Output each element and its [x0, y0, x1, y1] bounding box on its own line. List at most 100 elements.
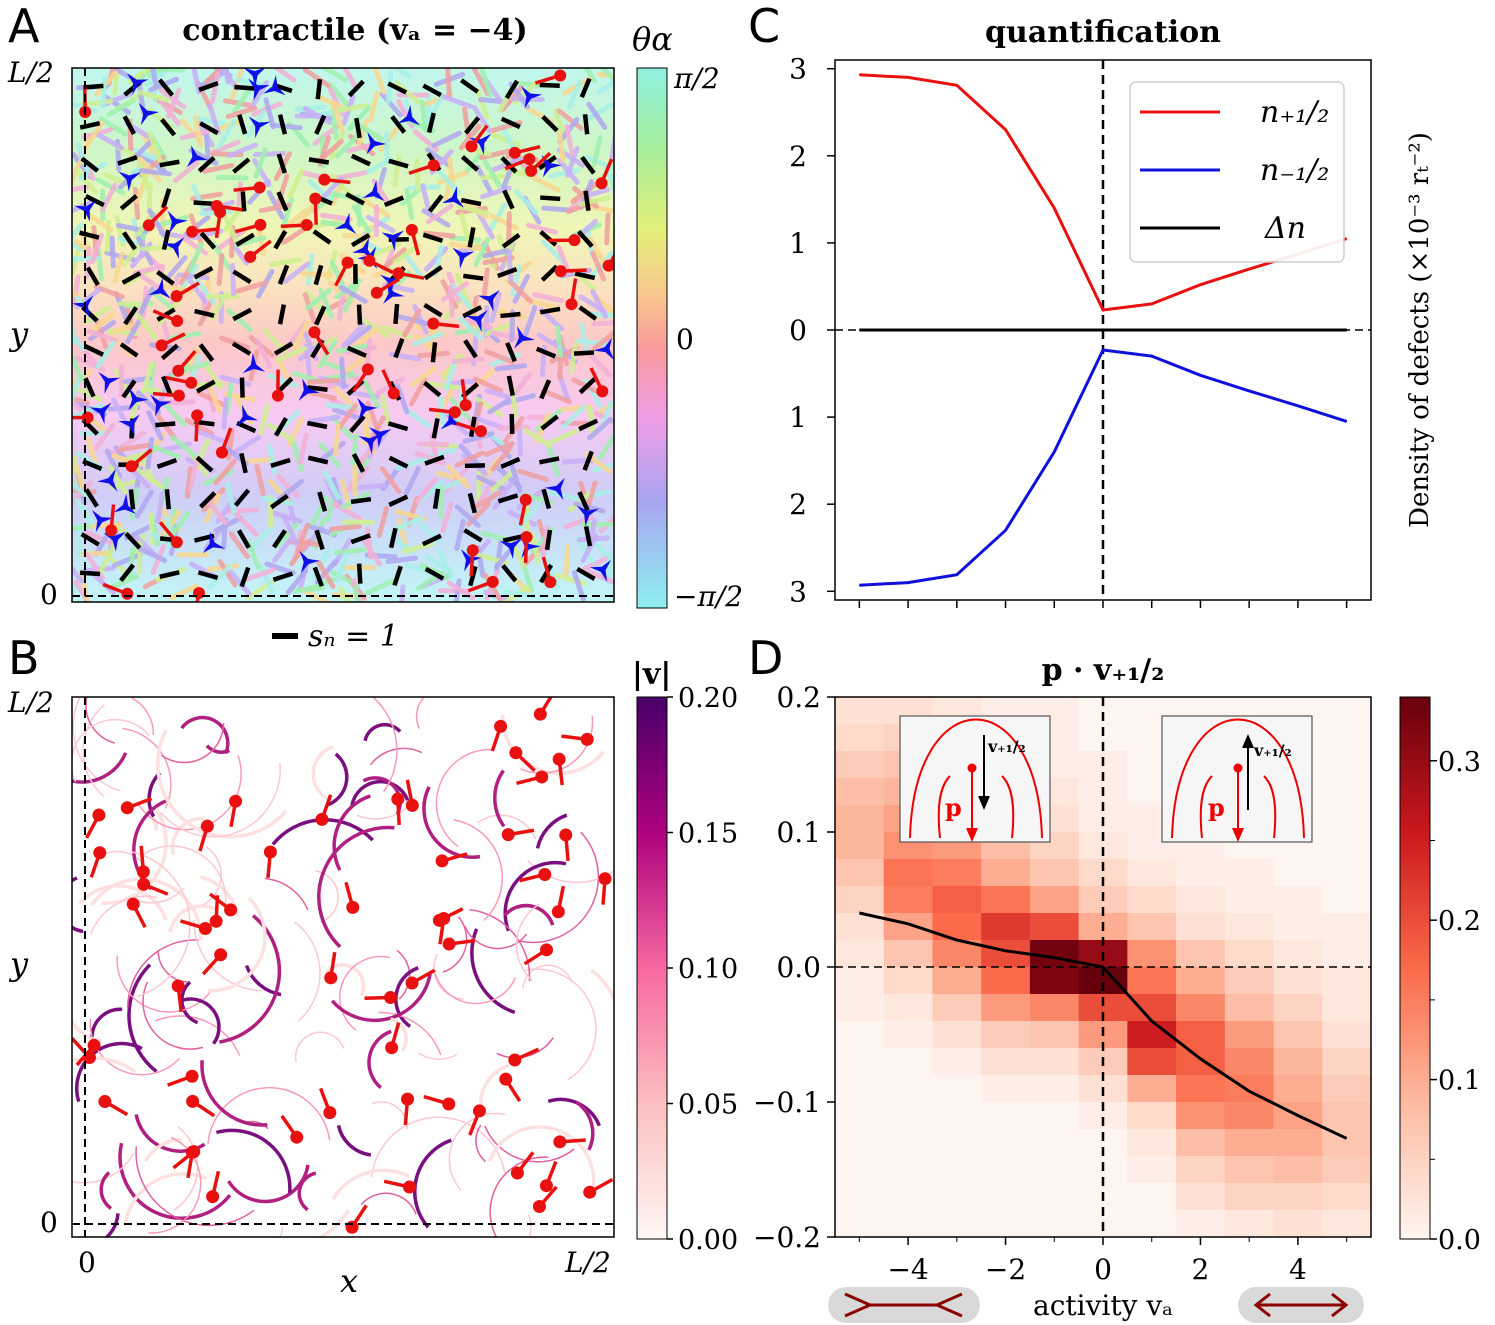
panel-d: D p · v₊₁/₂ 0.2 0.1 0.0 −0.1 −0.2 −4 −2 0 2 4 p v…	[748, 631, 1481, 1323]
director-bar	[236, 529, 251, 549]
data-point	[1151, 303, 1153, 305]
director-bar	[272, 571, 294, 582]
director-stroke	[381, 247, 407, 272]
heatmap-cell	[1029, 1021, 1080, 1049]
heatmap-cell	[1322, 994, 1372, 1022]
plus-half-defect	[209, 914, 223, 928]
director-stroke	[225, 481, 237, 514]
data-point	[1346, 238, 1348, 240]
director-stroke	[568, 341, 579, 375]
streamline	[89, 1018, 181, 1076]
heatmap-cell	[835, 1021, 885, 1049]
data-point	[1151, 355, 1153, 357]
director-stroke	[219, 374, 252, 387]
heatmap-cell	[932, 886, 982, 914]
plus-half-defect	[474, 425, 487, 438]
heatmap-cell	[981, 1048, 1031, 1076]
plus-half-defect	[494, 719, 508, 733]
colorbar-heatmap	[1399, 696, 1431, 1240]
inset-right-v: v₊₁/₂	[1253, 741, 1292, 760]
plus-half-defect	[525, 164, 538, 177]
director-stroke	[86, 328, 118, 343]
director-bar	[269, 493, 289, 510]
heatmap-cell	[883, 1075, 933, 1103]
plus-half-defect	[290, 1130, 304, 1144]
director-stroke	[226, 142, 258, 159]
director-bar	[422, 83, 442, 98]
heatmap-cell	[1273, 1156, 1323, 1184]
minus-half-defect	[369, 427, 392, 448]
plus-half-defect	[155, 339, 168, 352]
heatmap-cell	[932, 1048, 982, 1076]
director-bar	[501, 232, 521, 249]
director-stroke	[275, 521, 299, 549]
director-stroke	[512, 273, 531, 304]
director-stroke	[604, 212, 611, 246]
director-stroke	[520, 561, 535, 594]
heatmap-cell	[1176, 940, 1226, 968]
director-stroke	[462, 431, 495, 444]
streamline	[72, 697, 121, 792]
plus-half-defect	[435, 854, 449, 868]
director-stroke	[282, 261, 311, 284]
heatmap-cell	[883, 1048, 933, 1076]
director-bar	[119, 194, 138, 211]
inset-extensile: p v₊₁/₂	[1161, 715, 1313, 843]
colorbar-theta-tick-top: π/2	[673, 62, 720, 95]
minus-half-defect	[352, 237, 374, 260]
streamline	[264, 877, 309, 911]
plus-half-defect	[300, 218, 313, 231]
heatmap-cell	[1322, 886, 1372, 914]
heatmap-cell	[932, 1102, 982, 1130]
plus-half-defect	[323, 1106, 337, 1120]
director-stroke	[72, 557, 85, 584]
director-stroke	[234, 511, 259, 537]
heatmap-cell	[835, 1102, 885, 1130]
director-stroke	[282, 515, 300, 546]
director-bar	[422, 232, 444, 243]
director-bar	[312, 229, 332, 245]
director-stroke	[164, 255, 188, 282]
director-stroke	[228, 531, 250, 560]
director-stroke	[225, 105, 258, 120]
plus-half-defect	[92, 808, 106, 822]
director-stroke	[447, 284, 455, 318]
plus-half-defect	[120, 801, 134, 815]
streamline	[99, 1171, 113, 1210]
director-stroke	[341, 322, 366, 349]
director-stroke	[581, 554, 613, 572]
plus-half-defect	[472, 1104, 486, 1118]
heatmap-cell	[835, 1129, 885, 1157]
director-stroke	[332, 502, 362, 522]
plus-half-defect	[499, 1072, 513, 1086]
streamline	[215, 1128, 292, 1194]
director-stroke	[302, 106, 333, 125]
panel-b-letter: B	[8, 631, 40, 685]
minus-half-defect	[138, 102, 160, 126]
minus-half-defect	[167, 210, 188, 234]
director-stroke	[541, 388, 572, 405]
data-point	[956, 84, 958, 86]
heatmap-cell	[835, 1156, 885, 1184]
director-stroke	[196, 390, 227, 408]
director-stroke	[522, 427, 552, 448]
director-stroke	[339, 68, 358, 89]
director-stroke	[484, 440, 515, 457]
plus-half-defect	[508, 1053, 522, 1067]
plus-half-defect	[459, 399, 472, 412]
heatmap-cell	[835, 805, 885, 833]
heatmap-cell	[932, 1210, 982, 1238]
director-bar	[161, 375, 173, 396]
director-stroke	[146, 181, 153, 215]
director-bar	[578, 377, 597, 395]
director-stroke	[106, 98, 136, 118]
director-stroke	[104, 448, 123, 479]
director-bar	[460, 78, 479, 94]
director-bar	[388, 158, 409, 169]
panel-c-legend: n₊₁/₂ n₋₁/₂ Δn	[1129, 81, 1345, 263]
heatmap-cell	[1322, 832, 1372, 860]
director-stroke	[111, 397, 130, 428]
director-stroke	[436, 169, 462, 195]
director-bar	[121, 379, 137, 399]
director-bar	[350, 153, 371, 167]
